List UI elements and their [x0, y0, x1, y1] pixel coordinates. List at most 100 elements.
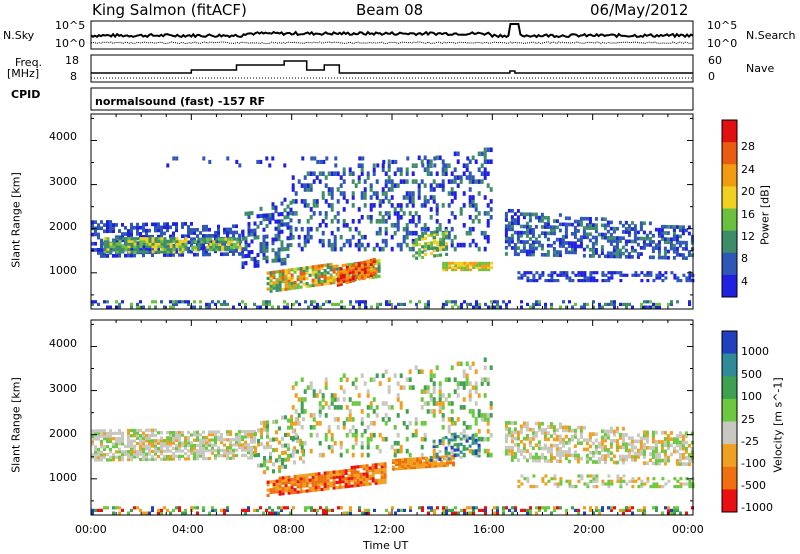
power-cell [573, 235, 577, 239]
velocity-cell [453, 377, 457, 382]
power-cell [175, 246, 178, 251]
velocity-cell [480, 436, 484, 442]
freq-label: Freq. [15, 56, 43, 69]
power-cell [357, 246, 361, 252]
power-cell [459, 242, 463, 248]
power-cell [187, 234, 190, 239]
power-cell [112, 254, 115, 258]
power-cell [681, 228, 685, 233]
power-cell [565, 273, 569, 277]
power-cell [603, 254, 607, 259]
velocity-cell [344, 485, 348, 489]
velocity-cell [106, 437, 109, 441]
velocity-cell [429, 409, 433, 414]
power-cell [486, 203, 490, 208]
power-cell [360, 215, 364, 220]
velocity-cell [226, 506, 229, 510]
velocity-cell [531, 455, 535, 460]
power-cell [468, 230, 472, 236]
power-cell [351, 277, 355, 280]
velocity-cell [428, 463, 431, 466]
power-cell [586, 302, 589, 306]
velocity-cell [603, 454, 607, 458]
power-cell [348, 278, 352, 281]
velocity-cell [588, 450, 592, 455]
power-cell [360, 234, 364, 240]
power-cell [486, 171, 490, 176]
power-cell [284, 269, 288, 273]
power-cell [241, 264, 245, 269]
power-cell [274, 233, 278, 238]
velocity-cell [477, 393, 481, 398]
velocity-cell [449, 461, 452, 465]
power-cell [142, 244, 145, 248]
power-cell [658, 302, 661, 306]
power-cell [463, 264, 467, 267]
velocity-cell [471, 452, 475, 456]
power-cell [661, 273, 665, 277]
power-cell [121, 223, 124, 227]
power-cell [287, 268, 291, 272]
velocity-cell [268, 511, 271, 515]
velocity-cell [247, 456, 250, 460]
power-cell [481, 264, 485, 267]
velocity-cell [303, 397, 307, 402]
power-cell [175, 242, 179, 246]
velocity-cell [420, 389, 424, 394]
velocity-cell [432, 409, 436, 414]
power-cell [486, 238, 490, 244]
velocity-cell [594, 450, 598, 455]
power-cell [163, 237, 167, 241]
power-cell [378, 203, 382, 208]
velocity-cell [413, 459, 416, 463]
velocity-cell [350, 468, 354, 472]
power-cell [299, 267, 303, 271]
power-cell [642, 221, 646, 226]
power-cell [348, 275, 352, 279]
power-cell [363, 203, 367, 208]
velocity-cell [535, 485, 539, 489]
velocity-cell [462, 434, 466, 438]
velocity-cell [474, 441, 478, 445]
power-cell [118, 242, 122, 246]
velocity-cell [407, 460, 410, 463]
power-cell [163, 245, 167, 249]
power-cell [103, 239, 107, 243]
power-cell [103, 250, 107, 254]
velocity-cell [450, 446, 454, 450]
power-cell [487, 268, 491, 272]
station-title: King Salmon (fitACF) [92, 1, 247, 19]
power-cell [310, 302, 313, 306]
velocity-cell [223, 508, 226, 512]
power-cell [296, 285, 300, 290]
power-cell [594, 226, 598, 231]
velocity-cell [582, 425, 586, 430]
velocity-cell [133, 444, 136, 448]
velocity-cell [360, 440, 364, 446]
velocity-cell [358, 508, 361, 512]
velocity-cell [172, 431, 175, 435]
velocity-cell [480, 417, 484, 422]
velocity-cell [106, 431, 109, 436]
power-cell [607, 276, 611, 280]
noise-tick-left-bottom: 10^0 [55, 37, 86, 50]
velocity-cell [244, 511, 247, 515]
velocity-cell [522, 446, 526, 450]
power-cell [468, 203, 472, 208]
velocity-cell [266, 480, 270, 484]
power-cell [655, 273, 659, 277]
power-cell [202, 234, 205, 238]
power-cell [351, 234, 355, 240]
power-cell [544, 279, 548, 283]
velocity-cell [315, 421, 319, 426]
power-cell [543, 234, 547, 239]
power-cell [115, 237, 119, 241]
power-cell [663, 255, 667, 260]
power-cell [305, 282, 309, 286]
power-cell [358, 156, 362, 161]
power-cell [672, 249, 676, 254]
power-cell [345, 274, 349, 278]
velocity-cell [456, 381, 460, 386]
velocity-cell [287, 443, 290, 448]
velocity-cell [447, 441, 451, 445]
